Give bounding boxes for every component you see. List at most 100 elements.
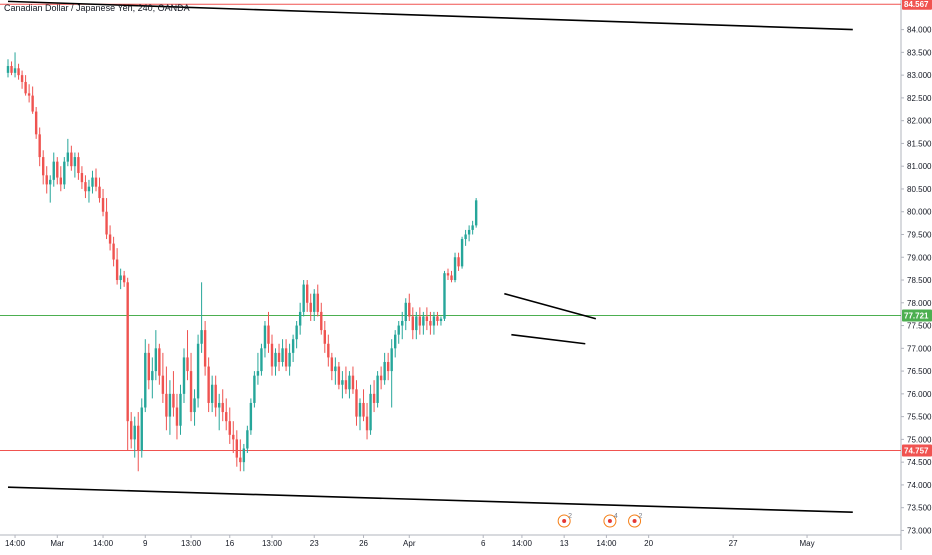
- y-tick-label: 73.000: [907, 526, 932, 535]
- candle-body: [38, 134, 41, 158]
- candle-body: [298, 311, 302, 326]
- candle-body: [242, 448, 246, 463]
- candle-body: [313, 293, 316, 312]
- candle-body: [193, 398, 196, 413]
- candle-body: [376, 375, 379, 403]
- x-tick-label: 6: [481, 539, 486, 548]
- candle-body: [158, 348, 161, 376]
- support-price-label: 74.757: [904, 446, 929, 455]
- y-tick-label: 81.500: [907, 139, 932, 148]
- x-tick-label: 14:00: [93, 539, 114, 548]
- candle-body: [450, 275, 453, 281]
- x-tick-label: 23: [310, 539, 319, 548]
- event-count: 2: [639, 513, 643, 520]
- candle-body: [425, 316, 429, 321]
- candle-body: [390, 348, 393, 372]
- candle-body: [471, 225, 474, 230]
- candle-body: [467, 229, 471, 235]
- candle-body: [316, 293, 319, 312]
- candle-body: [348, 375, 351, 390]
- candle-body: [323, 330, 326, 344]
- candle-body: [355, 389, 358, 417]
- candle-body: [249, 402, 253, 431]
- candle-body: [10, 66, 13, 73]
- candle-body: [386, 361, 390, 372]
- candle-body: [6, 66, 10, 73]
- y-tick-label: 82.500: [907, 94, 932, 103]
- y-tick-label: 79.000: [907, 253, 932, 262]
- candle-body: [337, 366, 341, 385]
- lower-channel-trendline: [7, 486, 853, 514]
- y-tick-label: 74.500: [907, 458, 932, 467]
- candle-body: [320, 311, 323, 331]
- y-tick-label: 82.000: [907, 117, 932, 126]
- y-tick-label: 73.500: [907, 504, 932, 513]
- candle-body: [446, 273, 450, 276]
- y-tick-label: 77.000: [907, 344, 932, 353]
- x-tick-label: 20: [644, 539, 653, 548]
- event-dot-icon: [562, 519, 567, 523]
- current_price-price-label: 77.721: [904, 311, 929, 320]
- candle-body: [474, 200, 478, 226]
- event-dot-icon: [632, 519, 637, 523]
- candle-body: [17, 68, 20, 76]
- candle-body: [84, 182, 87, 192]
- candle-body: [101, 198, 105, 212]
- x-tick-label: Apr: [403, 539, 416, 548]
- candle-body: [87, 186, 91, 192]
- candle-body: [418, 316, 422, 326]
- candle-body: [59, 177, 62, 185]
- candle-body: [383, 361, 386, 381]
- candle-body: [422, 316, 425, 326]
- y-tick-label: 80.500: [907, 185, 932, 194]
- candle-body: [460, 239, 464, 267]
- pennant-top-trendline: [504, 292, 597, 320]
- candle-body: [42, 157, 45, 176]
- candle-body: [31, 95, 34, 112]
- candle-body: [429, 321, 432, 326]
- top-price-label: 84.567: [904, 0, 929, 9]
- candle-body: [274, 352, 277, 367]
- candle-body: [70, 152, 73, 167]
- candle-body: [401, 321, 404, 326]
- candle-body: [210, 384, 214, 403]
- candle-body: [394, 334, 397, 349]
- y-tick-label: 77.500: [907, 322, 932, 331]
- candle-body: [351, 375, 355, 390]
- event-count: 4: [614, 513, 618, 520]
- y-tick-label: 78.500: [907, 276, 932, 285]
- candle-body: [260, 348, 263, 372]
- y-tick-label: 76.500: [907, 367, 932, 376]
- candle-body: [239, 457, 242, 463]
- candle-body: [291, 339, 295, 353]
- candle-body: [207, 366, 210, 403]
- candle-body: [20, 75, 24, 82]
- x-tick-label: 13:00: [262, 539, 283, 548]
- candle-body: [119, 275, 122, 281]
- candle-body: [27, 93, 31, 96]
- candle-body: [232, 434, 235, 440]
- candle-body: [218, 402, 221, 408]
- candle-body: [34, 111, 38, 135]
- candle-body: [225, 412, 228, 422]
- candle-body: [151, 371, 154, 381]
- support-price-label-bg: [902, 444, 932, 457]
- candle-body: [309, 302, 312, 312]
- candle-body: [411, 316, 414, 331]
- candle-body: [228, 421, 231, 435]
- top-price-label-bg: [902, 0, 932, 10]
- y-tick-label: 83.500: [907, 48, 932, 57]
- candle-body: [235, 439, 238, 458]
- candle-body: [365, 416, 369, 431]
- x-tick-label: 14:00: [5, 539, 26, 548]
- current_price-price-label-bg: [902, 309, 932, 322]
- candle-body: [130, 421, 133, 440]
- candle-body: [147, 352, 150, 381]
- candle-body: [45, 175, 48, 185]
- symbol-title: Canadian Dollar / Japanese Yen, 240, OAN…: [4, 3, 190, 13]
- candle-body: [105, 211, 108, 235]
- x-tick-label: Mar: [50, 539, 64, 548]
